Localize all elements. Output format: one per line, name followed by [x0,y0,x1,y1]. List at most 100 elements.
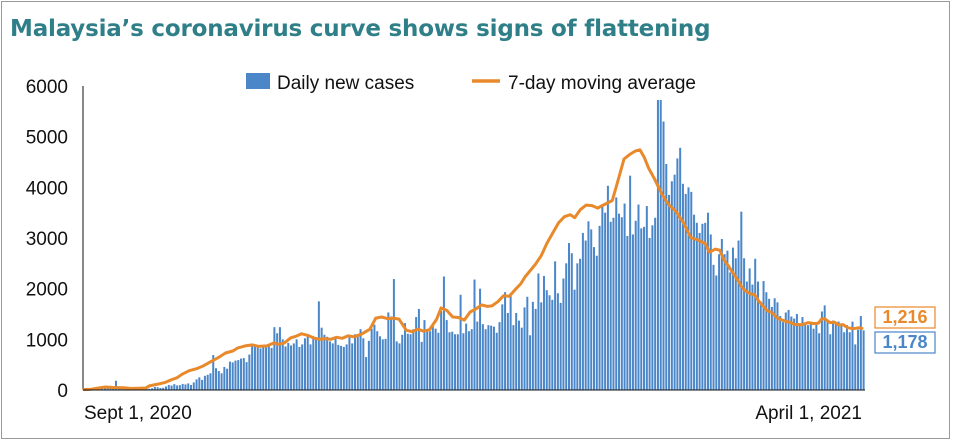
bar-daily-cases [832,320,835,390]
y-tick-label: 3000 [26,229,68,250]
bar-daily-cases [317,301,320,390]
bar-daily-cases [790,316,793,390]
bar-daily-cases [484,329,487,390]
bar-daily-cases [504,292,507,390]
bar-daily-cases [234,360,237,390]
bar-daily-cases [559,302,562,390]
bar-daily-cases [479,288,482,390]
bar-daily-cases [348,336,351,390]
bar-daily-cases [626,235,629,390]
bar-daily-cases [579,258,582,390]
bar-daily-cases [259,348,262,390]
bar-daily-cases [442,276,445,390]
bar-daily-cases [573,289,576,390]
chart-title: Malaysia’s coronavirus curve shows signs… [10,16,711,42]
bar-daily-cases [276,333,279,390]
bar-daily-cases [173,384,176,390]
bar-daily-cases [709,234,712,390]
bar-daily-cases [812,328,815,390]
bar-daily-cases [376,331,379,390]
bar-daily-cases [718,254,721,390]
bar-daily-cases [715,275,718,390]
bar-daily-cases [270,347,273,390]
bar-daily-cases [290,345,293,390]
bar-daily-cases [278,327,281,390]
bar-daily-cases [506,312,509,390]
bar-daily-cases [245,362,248,390]
bar-daily-cases [687,187,690,390]
bar-daily-cases [631,234,634,390]
bar-daily-cases [156,387,159,390]
bar-daily-cases [706,212,709,390]
bar-daily-cases [720,239,723,390]
bar-daily-cases [190,384,192,390]
bar-daily-cases [492,326,495,390]
bar-daily-cases [834,323,837,390]
bar-daily-cases [295,339,298,390]
bar-daily-cases [801,317,804,390]
bar-daily-cases [637,204,640,390]
bar-daily-cases [298,346,301,390]
bar-daily-cases [192,382,195,390]
y-axis: 0 1000 2000 3000 4000 5000 6000 [26,77,84,402]
bar-daily-cases [367,340,370,390]
bar-daily-cases [220,373,223,390]
bar-daily-cases [843,332,846,390]
bar-daily-cases [859,316,862,390]
bar-daily-cases [693,214,696,390]
bar-daily-cases [437,332,440,390]
bar-daily-cases [534,308,537,390]
bar-daily-cases [451,331,454,390]
bar-daily-cases [217,371,220,390]
bar-daily-cases [206,374,209,390]
bar-daily-cases [409,334,412,390]
bar-daily-cases [748,268,751,390]
bar-daily-cases [768,298,771,390]
bar-daily-cases [406,333,409,390]
bar-daily-cases [665,164,668,390]
bar-daily-cases [829,334,832,390]
bar-daily-cases [643,226,646,390]
bar-daily-cases [690,191,693,390]
bar-daily-cases [554,261,557,390]
bar-daily-cases [159,387,162,390]
bar-daily-cases [470,329,473,390]
daily-cases-bars [84,99,865,391]
bar-daily-cases [303,338,306,390]
x-tick-label: Sept 1, 2020 [84,403,192,424]
bar-daily-cases [240,358,243,390]
bar-daily-cases [670,181,673,390]
bar-daily-cases [501,304,504,390]
bar-daily-cases [542,276,545,390]
bar-daily-cases [379,336,381,390]
bar-daily-cases [679,147,682,390]
y-tick-label: 2000 [26,280,68,301]
bar-daily-cases [315,339,318,390]
bar-daily-cases [784,312,787,390]
bar-daily-cases [273,327,276,390]
y-tick-label: 6000 [26,77,68,98]
bar-daily-cases [326,336,329,390]
bar-daily-cases [568,243,570,390]
callout-latest-cases: 1,178 [882,332,927,352]
bar-daily-cases [731,247,734,390]
bar-daily-cases [148,388,151,390]
bar-daily-cases [640,228,643,390]
bar-daily-cases [590,229,593,390]
bar-daily-cases [345,344,348,390]
bar-daily-cases [401,334,404,390]
bar-daily-cases [365,357,368,390]
bar-daily-cases [195,379,198,390]
bar-daily-cases [795,314,798,390]
bar-daily-cases [423,320,426,390]
bar-daily-cases [392,279,395,390]
bar-daily-cases [593,247,596,390]
bar-daily-cases [601,206,604,390]
bar-daily-cases [445,320,448,390]
bar-daily-cases [101,388,104,390]
bar-daily-cases [623,203,626,390]
bar-daily-cases [495,332,498,390]
bar-daily-cases [857,329,860,390]
bar-daily-cases [704,222,707,390]
